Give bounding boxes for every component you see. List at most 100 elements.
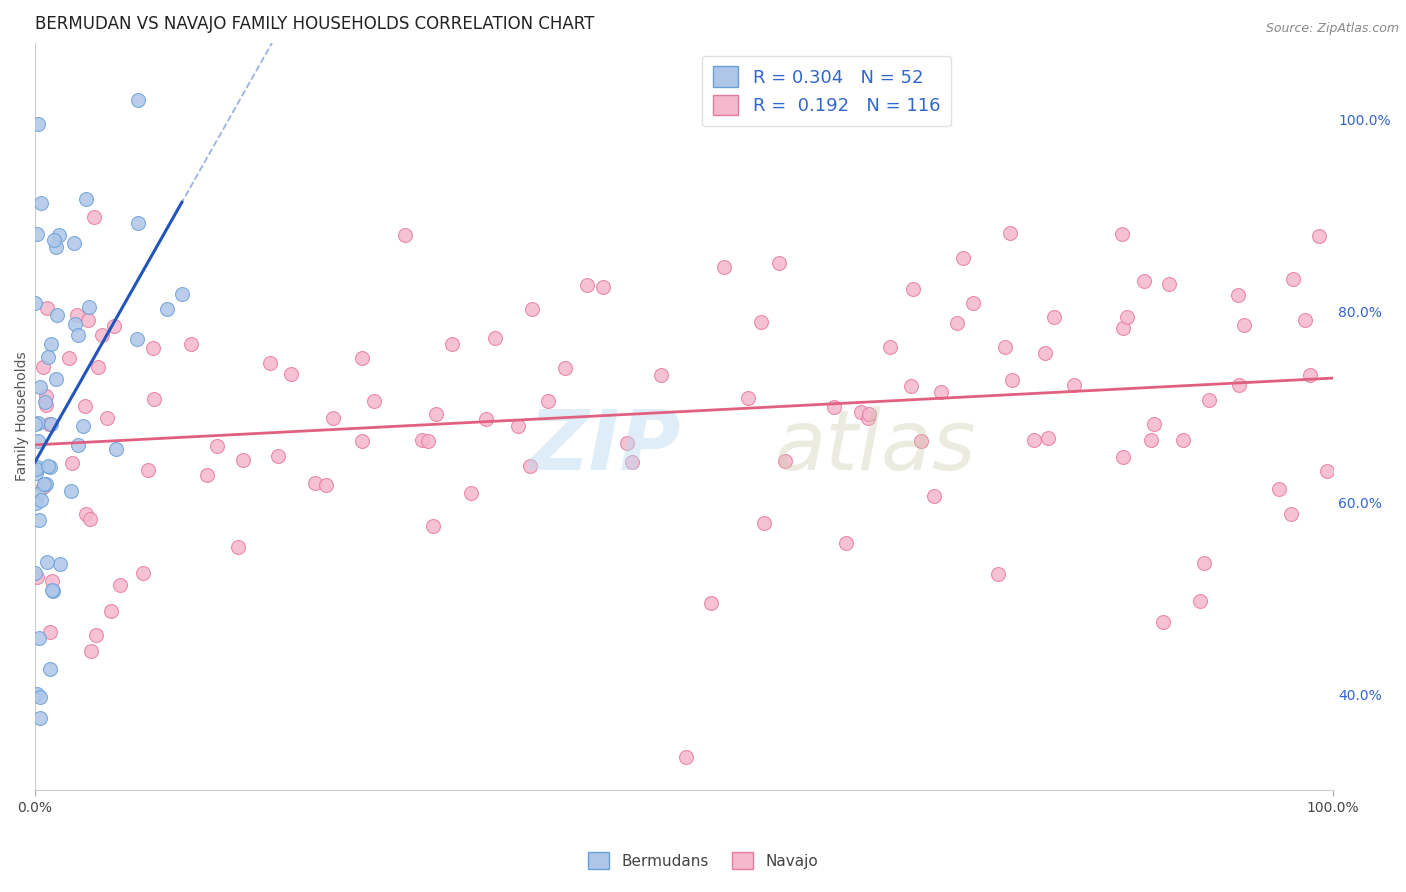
Point	[38, 417, 60, 432]
Point	[42, 233, 65, 247]
Point	[411, 434, 433, 448]
Point	[315, 477, 337, 491]
Point	[34, 398, 56, 412]
Point	[87, 359, 110, 374]
Point	[30, 690, 52, 705]
Point	[75, 399, 97, 413]
Point	[45, 240, 67, 254]
Point	[675, 749, 697, 764]
Point	[32, 476, 55, 491]
Point	[856, 411, 879, 425]
Point	[28, 513, 51, 527]
Point	[259, 356, 281, 370]
Point	[34, 389, 56, 403]
Point	[39, 336, 62, 351]
Point	[440, 336, 463, 351]
Point	[1112, 450, 1135, 465]
Point	[27, 117, 49, 131]
Point	[63, 317, 86, 331]
Point	[41, 583, 63, 598]
Point	[125, 332, 148, 346]
Point	[768, 256, 790, 270]
Point	[27, 227, 49, 242]
Point	[519, 459, 541, 474]
Point	[30, 493, 52, 508]
Point	[994, 341, 1017, 355]
Point	[322, 410, 344, 425]
Point	[1227, 377, 1250, 392]
Point	[67, 328, 90, 343]
Point	[1267, 482, 1289, 496]
Point	[80, 643, 103, 657]
Point	[1022, 433, 1045, 447]
Point	[156, 302, 179, 317]
Point	[998, 226, 1021, 240]
Point	[143, 392, 166, 407]
Point	[1133, 274, 1156, 288]
Point	[37, 350, 59, 364]
Point	[737, 392, 759, 406]
Point	[1033, 345, 1056, 359]
Point	[520, 301, 543, 316]
Point	[39, 662, 62, 676]
Point	[28, 631, 51, 645]
Point	[962, 296, 984, 310]
Point	[900, 378, 922, 392]
Point	[1189, 594, 1212, 608]
Point	[650, 368, 672, 382]
Point	[280, 367, 302, 381]
Point	[136, 462, 159, 476]
Point	[39, 459, 62, 474]
Text: BERMUDAN VS NAVAJO FAMILY HOUSEHOLDS CORRELATION CHART: BERMUDAN VS NAVAJO FAMILY HOUSEHOLDS COR…	[35, 15, 593, 33]
Point	[700, 596, 723, 610]
Point	[28, 379, 51, 393]
Point	[1140, 433, 1163, 447]
Point	[25, 460, 48, 475]
Point	[851, 405, 873, 419]
Text: atlas: atlas	[775, 406, 976, 487]
Point	[24, 417, 46, 432]
Point	[226, 540, 249, 554]
Point	[536, 393, 558, 408]
Point	[25, 687, 48, 701]
Point	[180, 336, 202, 351]
Point	[32, 480, 55, 494]
Point	[91, 327, 114, 342]
Point	[773, 453, 796, 467]
Point	[1198, 393, 1220, 408]
Point	[1281, 272, 1303, 286]
Point	[823, 401, 845, 415]
Point	[460, 485, 482, 500]
Point	[60, 456, 83, 470]
Point	[58, 351, 80, 366]
Point	[924, 489, 946, 503]
Point	[1111, 227, 1133, 242]
Point	[25, 570, 48, 584]
Point	[25, 466, 48, 480]
Point	[63, 236, 86, 251]
Point	[475, 412, 498, 426]
Point	[34, 395, 56, 409]
Point	[425, 407, 447, 421]
Point	[170, 287, 193, 301]
Point	[127, 216, 149, 230]
Point	[946, 317, 969, 331]
Point	[752, 516, 775, 531]
Point	[304, 476, 326, 491]
Point	[46, 308, 69, 322]
Point	[1152, 615, 1174, 629]
Point	[41, 574, 63, 588]
Point	[232, 453, 254, 467]
Point	[72, 419, 94, 434]
Point	[879, 340, 901, 354]
Point	[1192, 557, 1215, 571]
Point	[858, 407, 880, 421]
Point	[77, 300, 100, 314]
Point	[1042, 310, 1064, 325]
Point	[1112, 321, 1135, 335]
Point	[394, 227, 416, 242]
Point	[60, 483, 83, 498]
Legend: R = 0.304   N = 52, R =  0.192   N = 116: R = 0.304 N = 52, R = 0.192 N = 116	[702, 55, 950, 127]
Point	[952, 251, 974, 265]
Point	[31, 359, 53, 374]
